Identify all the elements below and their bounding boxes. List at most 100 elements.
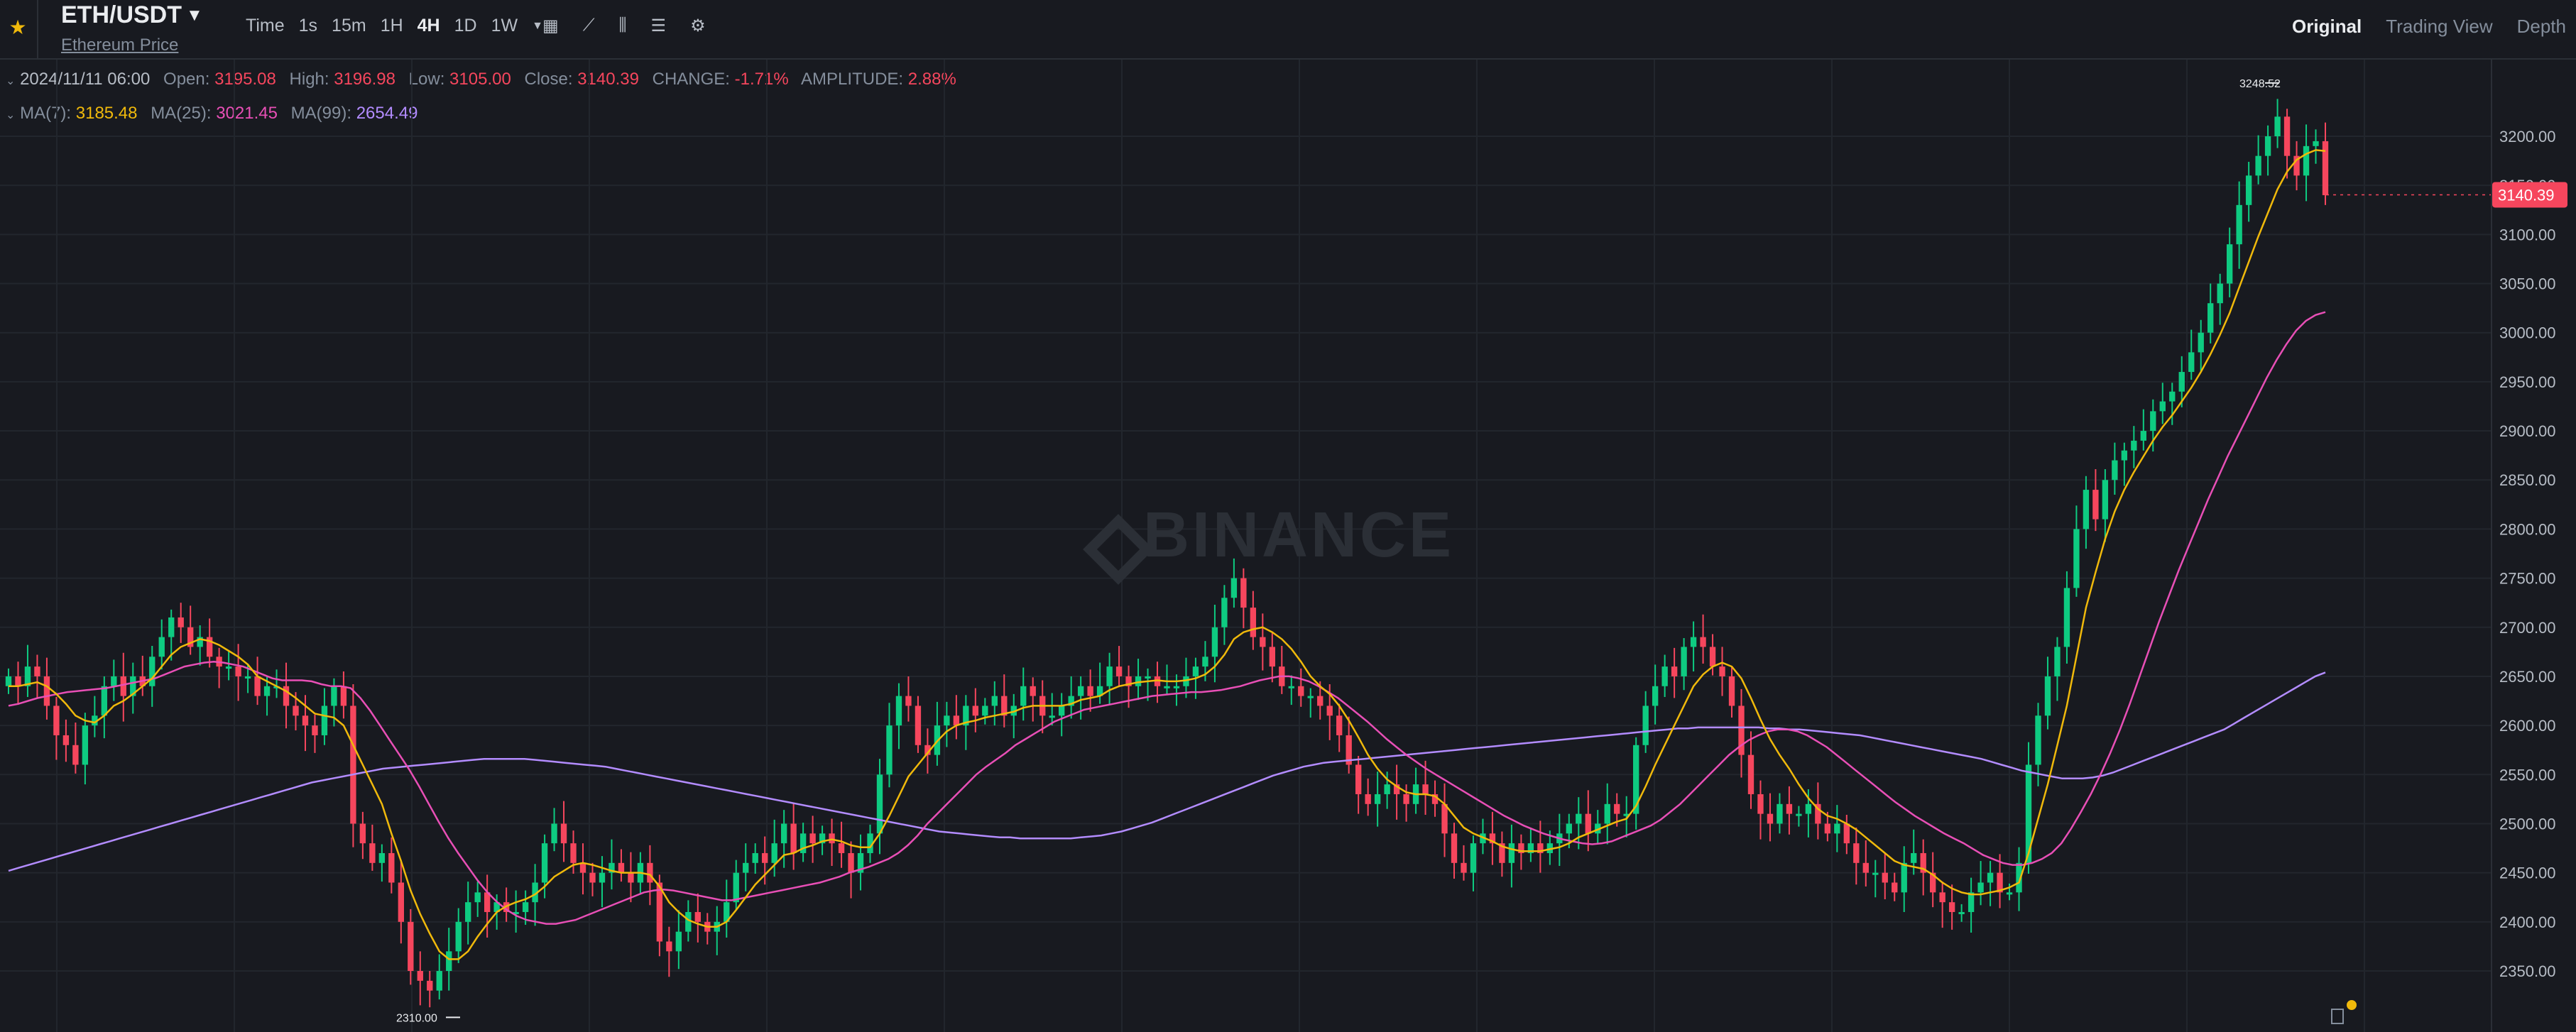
interval-1s[interactable]: 1s (298, 16, 318, 35)
candle-body (120, 676, 126, 696)
candle-body (1882, 872, 1888, 883)
candle-body (1585, 813, 1591, 834)
candle-body (2198, 332, 2204, 353)
candle-body (953, 715, 960, 726)
candle-body (2245, 175, 2252, 205)
candle-body (1192, 666, 1199, 676)
ma25-line (8, 311, 2326, 925)
open-value: 3195.08 (214, 70, 276, 89)
candle-body (254, 676, 261, 696)
gear-icon[interactable]: ⚙ (690, 16, 706, 35)
candle-body (2207, 303, 2214, 333)
candle-body (1260, 637, 1266, 647)
favorite-star-icon[interactable]: ★ (9, 16, 27, 38)
candle-body (225, 666, 232, 669)
candle-body (771, 843, 777, 863)
candle-body (1911, 852, 1917, 863)
candle-body (551, 823, 557, 844)
interval-more-caret-icon[interactable]: ▼ (532, 19, 543, 32)
candle-body (1604, 803, 1610, 824)
candle-body (666, 941, 672, 952)
y-tick-label: 2550.00 (2499, 766, 2556, 784)
candle-body (1642, 706, 1649, 745)
candle-body (1892, 882, 1898, 893)
pair-dropdown-caret-icon[interactable]: ▼ (186, 6, 203, 25)
candle-body (1068, 696, 1074, 706)
candle-body (1939, 892, 1945, 903)
candle-body (446, 951, 452, 971)
pair-title[interactable]: ETH/USDT (61, 1, 182, 28)
calendar-icon[interactable]: ▦ (542, 16, 559, 35)
candle-body (1767, 813, 1774, 824)
candle-body (1020, 686, 1027, 706)
interval-15m[interactable]: 15m (332, 16, 366, 35)
collapse-chevron-icon[interactable]: ⌄ (6, 75, 16, 87)
y-tick-label: 2700.00 (2499, 619, 2556, 637)
interval-4h[interactable]: 4H (417, 16, 440, 35)
y-tick-label: 3200.00 (2499, 128, 2556, 146)
view-tabs: Original Trading View Depth (2292, 16, 2566, 38)
chart-toolbar: ▦ ⟋ ⫼ ☰ ⚙ (542, 16, 706, 36)
change-value: -1.71% (734, 70, 789, 89)
candle-body (886, 725, 893, 775)
candle-body (1508, 843, 1515, 863)
candle-body (2073, 529, 2080, 588)
candle-body (1546, 843, 1554, 853)
candlestick-chart[interactable]: 3200.003150.003100.003050.003000.002950.… (0, 60, 2576, 1032)
candle-body (618, 862, 625, 873)
candle-type-icon[interactable]: ⫼ (618, 16, 627, 35)
candle-body (2169, 391, 2176, 402)
candle-body (1326, 706, 1333, 716)
candle-body (244, 676, 251, 679)
candle-body (1077, 686, 1084, 696)
close-label: Close: (524, 70, 573, 89)
candle-body (809, 833, 816, 844)
candle-body (273, 686, 280, 688)
candle-body (1968, 892, 1975, 912)
candle-body (378, 852, 386, 863)
y-tick-label: 2850.00 (2499, 471, 2556, 489)
interval-1h[interactable]: 1H (380, 16, 403, 35)
candle-body (1595, 823, 1601, 834)
candle-body (1719, 666, 1725, 676)
candle-body (1796, 813, 1802, 816)
candle-body (1862, 862, 1869, 873)
candle-body (2102, 480, 2109, 520)
candle-body (1030, 686, 1036, 696)
candle-body (1853, 843, 1860, 863)
candle-body (963, 706, 969, 726)
candle-body (1901, 862, 1907, 893)
ma7-value: 3185.48 (75, 104, 138, 123)
tab-original[interactable]: Original (2292, 16, 2362, 37)
interval-1w[interactable]: 1W (491, 16, 518, 35)
interval-selector: Time 1s 15m 1H 4H 1D 1W ▼ (246, 16, 543, 36)
pair-subtitle-link[interactable]: Ethereum Price (61, 35, 179, 55)
candle-body (1087, 686, 1093, 696)
interval-time[interactable]: Time (246, 16, 285, 35)
candle-body (867, 833, 873, 853)
tab-depth[interactable]: Depth (2516, 16, 2566, 37)
indicator-icon[interactable]: ⟋ (582, 16, 595, 35)
candle-body (628, 872, 634, 883)
candle-body (1307, 696, 1314, 698)
candle-body (532, 882, 538, 903)
candle-body (283, 686, 290, 706)
candle-body (1154, 676, 1161, 686)
candle-body (829, 833, 835, 844)
candle-body (1298, 686, 1304, 696)
high-label: High: (289, 70, 329, 89)
candle-body (1202, 657, 1208, 667)
candle-body (2236, 204, 2242, 245)
tab-trading-view[interactable]: Trading View (2386, 16, 2493, 37)
change-label: CHANGE: (652, 70, 730, 89)
candle-body (1805, 803, 1812, 814)
y-tick-label: 2950.00 (2499, 373, 2556, 391)
ma99-line (8, 671, 2326, 872)
interval-1d[interactable]: 1D (454, 16, 477, 35)
candle-body (1173, 686, 1180, 688)
collapse-chevron-icon[interactable]: ⌄ (6, 109, 16, 121)
candle-body (293, 706, 299, 716)
candle-body (1183, 676, 1189, 686)
y-tick-label: 2750.00 (2499, 570, 2556, 588)
chart-settings-list-icon[interactable]: ☰ (650, 16, 667, 35)
